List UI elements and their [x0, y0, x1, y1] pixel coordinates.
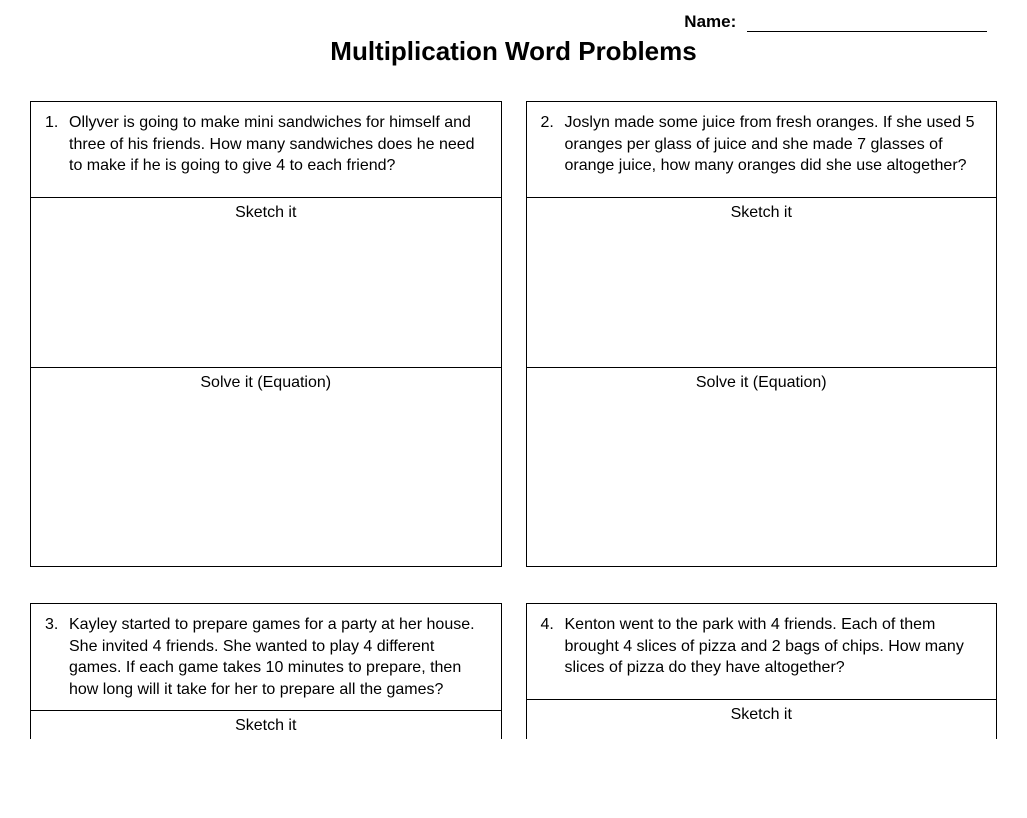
problem-question: 3. Kayley started to prepare games for a… [31, 604, 501, 711]
problem-number: 2. [541, 112, 554, 134]
solve-label: Solve it (Equation) [527, 368, 997, 392]
problem-text: Joslyn made some juice from fresh orange… [565, 114, 975, 174]
problem-number: 3. [45, 614, 58, 636]
problem-row-1: 1. Ollyver is going to make mini sandwic… [30, 101, 997, 567]
problem-box-1: 1. Ollyver is going to make mini sandwic… [30, 101, 502, 567]
sketch-section: Sketch it [527, 198, 997, 368]
sketch-section: Sketch it [31, 198, 501, 368]
sketch-label: Sketch it [31, 711, 501, 735]
solve-section: Solve it (Equation) [31, 368, 501, 566]
problem-question: 2. Joslyn made some juice from fresh ora… [527, 102, 997, 198]
solve-section: Solve it (Equation) [527, 368, 997, 566]
name-label: Name: [684, 12, 736, 31]
sketch-label: Sketch it [527, 700, 997, 724]
problem-box-2: 2. Joslyn made some juice from fresh ora… [526, 101, 998, 567]
problem-text: Kayley started to prepare games for a pa… [69, 616, 475, 698]
problem-number: 1. [45, 112, 58, 134]
sketch-section: Sketch it [31, 711, 501, 739]
problem-text: Kenton went to the park with 4 friends. … [565, 616, 964, 676]
problem-row-2: 3. Kayley started to prepare games for a… [30, 603, 997, 739]
sketch-label: Sketch it [527, 198, 997, 222]
name-field: Name: [30, 12, 997, 32]
problem-question: 1. Ollyver is going to make mini sandwic… [31, 102, 501, 198]
sketch-label: Sketch it [31, 198, 501, 222]
problem-number: 4. [541, 614, 554, 636]
name-blank-line [747, 31, 987, 32]
sketch-section: Sketch it [527, 700, 997, 728]
page-title: Multiplication Word Problems [30, 36, 997, 67]
solve-label: Solve it (Equation) [31, 368, 501, 392]
problem-box-3: 3. Kayley started to prepare games for a… [30, 603, 502, 739]
problem-box-4: 4. Kenton went to the park with 4 friend… [526, 603, 998, 739]
problem-question: 4. Kenton went to the park with 4 friend… [527, 604, 997, 700]
problem-text: Ollyver is going to make mini sandwiches… [69, 114, 475, 174]
